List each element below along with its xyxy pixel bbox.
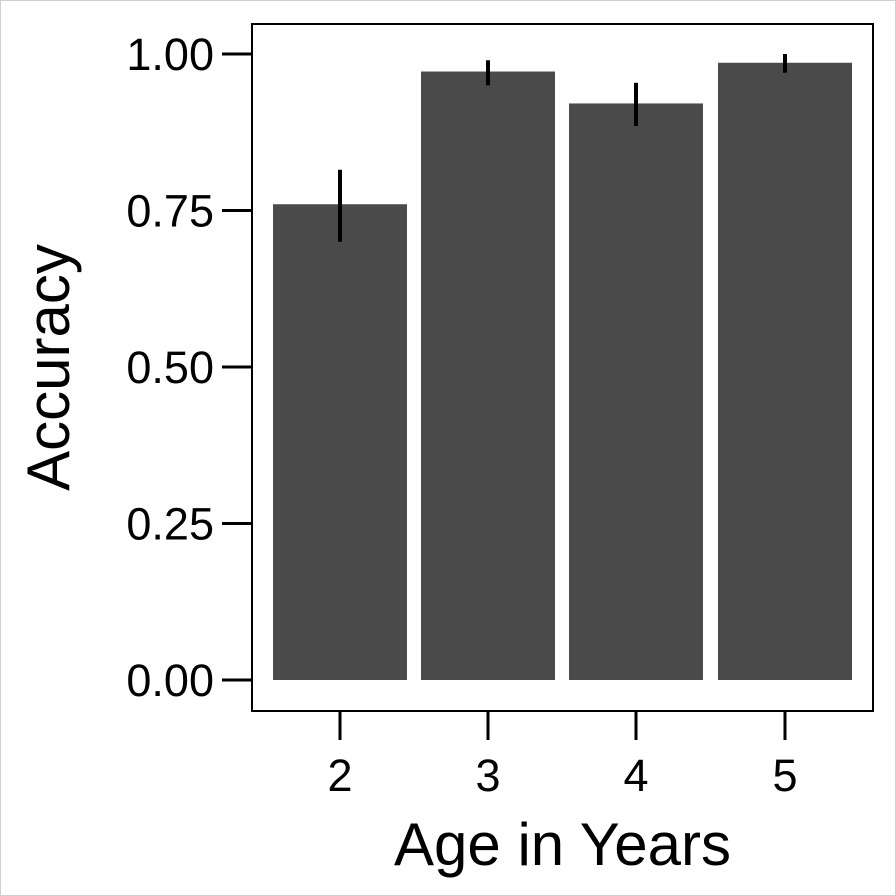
y-tick-label: 0.75 <box>126 186 214 237</box>
x-tick-label: 5 <box>772 750 797 801</box>
x-tick-label: 4 <box>623 750 648 801</box>
x-axis-title: Age in Years <box>394 811 731 878</box>
bar-age-4 <box>569 103 703 681</box>
bar-age-3 <box>421 71 555 680</box>
bar-age-2 <box>273 204 407 681</box>
bar-age-5 <box>718 62 852 681</box>
y-tick-label: 1.00 <box>126 29 214 80</box>
y-tick-label: 0.50 <box>126 342 214 393</box>
y-axis-title: Accuracy <box>15 244 82 491</box>
y-tick-label: 0.00 <box>126 655 214 706</box>
error-bars <box>338 54 787 242</box>
y-axis: 0.00 0.25 0.50 0.75 1.00 <box>126 29 252 706</box>
x-tick-label: 3 <box>475 750 500 801</box>
y-tick-label: 0.25 <box>126 499 214 550</box>
bars <box>273 62 852 681</box>
x-tick-label: 2 <box>327 750 352 801</box>
x-axis: 2 3 4 5 <box>327 711 798 801</box>
